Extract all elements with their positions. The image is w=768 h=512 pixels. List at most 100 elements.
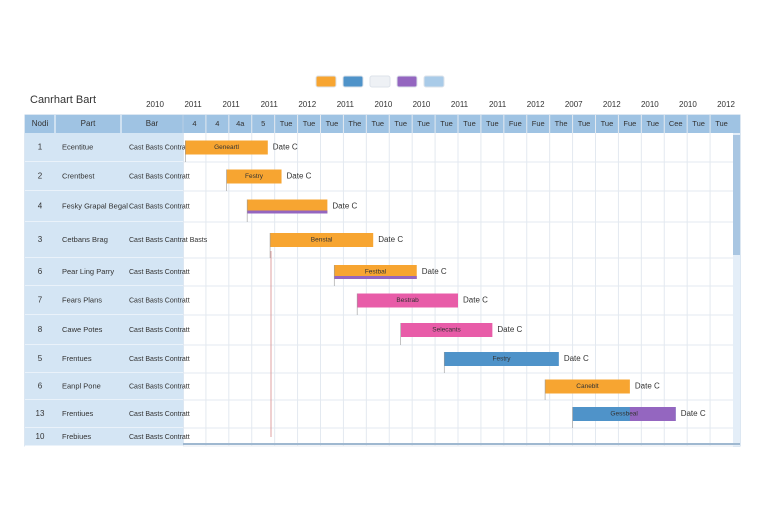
task-detail: Cast Basts Contratt [129,356,190,363]
scrollbar-track[interactable] [733,133,740,446]
task-accent [247,210,328,214]
period-label: 2012 [717,100,735,109]
period-label: 2011 [489,100,507,109]
task-id: 7 [38,296,43,305]
period-label: 2011 [337,100,355,109]
period-label: 2010 [375,100,393,109]
column-label: Fue [623,119,636,128]
task-detail: Cast Basts Contratt [129,327,190,334]
table-cell [25,428,183,446]
period-label: 2010 [413,100,431,109]
bar-inner-label: Festry [245,173,264,180]
bar-label: Date C [273,143,298,152]
column-label: 5 [261,119,265,128]
column-label: 4a [236,119,245,128]
legend-swatch [315,75,337,88]
table-cell [25,133,183,162]
task-name: Fears Plans [62,295,102,304]
column-label: Tue [715,119,728,128]
bar-label: Date C [378,235,403,244]
legend-swatch [423,75,445,88]
bar-label: Date C [681,409,706,418]
column-label: Tue [486,119,499,128]
task-detail: Cast Basts Contratt [129,434,190,441]
task-detail: Cast Basts Contratt [129,411,190,418]
bar-inner-label: Bestrab [396,297,419,304]
table-cell [25,373,183,400]
table-header: Bar [146,119,159,128]
table-cell [25,258,183,286]
task-bar [226,169,282,184]
table-header: Nodi [32,119,49,128]
bar-inner-label: Caneblt [576,383,599,390]
task-name: Cawe Potes [62,325,103,334]
period-label: 2011 [223,100,241,109]
period-label: 2012 [298,100,316,109]
task-detail: Cast Basts Contratt [129,269,190,276]
column-label: Tue [601,119,614,128]
column-label: Tue [394,119,407,128]
task-id: 2 [38,172,43,181]
bar-label: Date C [332,202,357,211]
task-name: Pear Ling Parry [62,267,114,276]
bar-inner-label: Festbal [365,269,387,276]
column-label: Tue [463,119,476,128]
task-bar [270,233,374,247]
table-cell [25,400,183,428]
task-id: 13 [36,409,45,418]
task-detail: Cast Basts Contratt [129,203,190,210]
task-detail: Cast Basts Contratt [129,144,190,151]
bar-label: Date C [564,354,589,363]
task-name: Eanpl Pone [62,381,101,390]
table-header: Part [81,119,96,128]
bar-label: Date C [287,172,312,181]
task-name: Ecentitue [62,142,93,151]
bar-inner-label: Benstal [311,237,333,244]
task-name: Crentbest [62,171,95,180]
task-name: Cetbans Brag [62,235,108,244]
column-label: Fue [509,119,522,128]
period-label: 2007 [565,100,583,109]
task-detail: Cast Basts Cantrat Basts [129,237,208,244]
column-label: Fue [532,119,545,128]
task-detail: Cast Basts Contratt [129,383,190,390]
task-name: Frebiues [62,432,91,441]
bar-inner-label: Selecants [432,327,461,334]
legend-swatch [342,75,364,88]
task-bar [400,323,493,337]
column-label: Tue [692,119,705,128]
bar-label: Date C [422,267,447,276]
column-label: 4 [192,119,196,128]
gantt-body: 2010 2011 2011 2011 2012 2011 2010 2010 2011 2011… [25,75,740,447]
period-label: 2010 [679,100,697,109]
task-name: Fesky Grapal Begal [62,201,128,210]
table-cell [25,286,183,315]
period-label: 2010 [641,100,659,109]
period-label: 2012 [603,100,621,109]
task-bar [444,352,559,366]
task-id: 3 [38,235,43,244]
task-id: 6 [38,267,43,276]
table-cell [25,191,183,222]
column-label: Tue [371,119,384,128]
task-accent [629,407,676,421]
period-label: 2012 [527,100,545,109]
task-id: 4 [38,202,43,211]
column-label: The [348,119,361,128]
column-label: Tue [280,119,293,128]
task-id: 10 [36,432,45,441]
column-label: 4 [215,119,219,128]
column-label: The [555,119,568,128]
task-detail: Cast Basts Contratt [129,297,190,304]
column-label: Tue [417,119,430,128]
table-cell [25,162,183,191]
period-label: 2011 [261,100,279,109]
table-cell [25,315,183,345]
table-cell [25,345,183,373]
bar-inner-label: Geneartl [214,144,239,151]
bar-label: Date C [463,296,488,305]
bar-inner-label: Gessbeal [610,411,638,418]
scrollbar-thumb[interactable] [733,135,740,255]
column-label: Cee [669,119,683,128]
